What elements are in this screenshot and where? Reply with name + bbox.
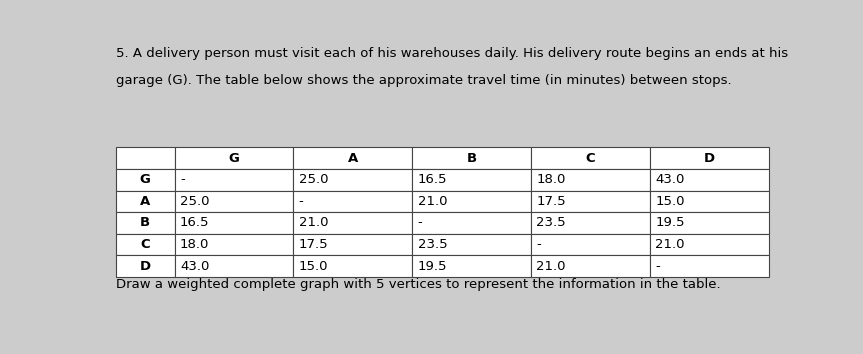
Bar — [531, 147, 650, 169]
Bar — [293, 169, 413, 190]
Text: Draw a weighted complete graph with 5 vertices to represent the information in t: Draw a weighted complete graph with 5 ve… — [116, 278, 721, 291]
Bar — [116, 234, 174, 255]
Bar — [293, 190, 413, 212]
Text: 43.0: 43.0 — [180, 259, 210, 273]
Text: 25.0: 25.0 — [180, 195, 210, 208]
Bar — [174, 212, 293, 234]
Text: 25.0: 25.0 — [299, 173, 328, 186]
Bar — [531, 255, 650, 277]
Text: 23.5: 23.5 — [537, 216, 566, 229]
Text: 17.5: 17.5 — [299, 238, 329, 251]
Text: 19.5: 19.5 — [655, 216, 684, 229]
Bar — [116, 147, 174, 169]
Text: 15.0: 15.0 — [655, 195, 684, 208]
Text: B: B — [140, 216, 150, 229]
Bar — [413, 190, 531, 212]
Bar — [174, 147, 293, 169]
Bar — [293, 234, 413, 255]
Text: 18.0: 18.0 — [180, 238, 210, 251]
Text: D: D — [703, 152, 715, 165]
Text: garage (G). The table below shows the approximate travel time (in minutes) betwe: garage (G). The table below shows the ap… — [116, 74, 732, 87]
Text: 5. A delivery person must visit each of his warehouses daily. His delivery route: 5. A delivery person must visit each of … — [116, 47, 788, 59]
Bar — [531, 234, 650, 255]
Text: -: - — [655, 259, 660, 273]
Text: B: B — [467, 152, 476, 165]
Bar — [650, 190, 769, 212]
Bar — [650, 212, 769, 234]
Bar — [116, 190, 174, 212]
Text: 16.5: 16.5 — [180, 216, 210, 229]
Text: A: A — [140, 195, 150, 208]
Text: A: A — [348, 152, 358, 165]
Text: 19.5: 19.5 — [418, 259, 447, 273]
Text: 17.5: 17.5 — [537, 195, 566, 208]
Bar — [531, 169, 650, 190]
Text: 43.0: 43.0 — [655, 173, 684, 186]
Text: 21.0: 21.0 — [299, 216, 328, 229]
Text: 23.5: 23.5 — [418, 238, 447, 251]
Text: 18.0: 18.0 — [537, 173, 566, 186]
Text: 21.0: 21.0 — [655, 238, 684, 251]
Text: C: C — [141, 238, 150, 251]
Bar — [293, 147, 413, 169]
Bar — [174, 255, 293, 277]
Text: -: - — [180, 173, 185, 186]
Text: -: - — [537, 238, 541, 251]
Text: 15.0: 15.0 — [299, 259, 328, 273]
Bar — [116, 212, 174, 234]
Text: C: C — [586, 152, 595, 165]
Bar — [413, 234, 531, 255]
Text: -: - — [299, 195, 304, 208]
Text: 21.0: 21.0 — [418, 195, 447, 208]
Bar — [174, 169, 293, 190]
Bar — [531, 212, 650, 234]
Bar — [116, 255, 174, 277]
Bar — [174, 234, 293, 255]
Text: 21.0: 21.0 — [537, 259, 566, 273]
Bar — [531, 190, 650, 212]
Bar — [650, 234, 769, 255]
Bar — [650, 147, 769, 169]
Bar — [174, 190, 293, 212]
Text: G: G — [140, 173, 151, 186]
Bar — [293, 212, 413, 234]
Text: G: G — [229, 152, 240, 165]
Bar — [116, 169, 174, 190]
Text: D: D — [140, 259, 151, 273]
Bar — [650, 255, 769, 277]
Bar — [650, 169, 769, 190]
Bar — [293, 255, 413, 277]
Bar — [413, 255, 531, 277]
Bar — [413, 212, 531, 234]
Bar — [413, 147, 531, 169]
Text: 16.5: 16.5 — [418, 173, 447, 186]
Text: -: - — [418, 216, 422, 229]
Bar — [413, 169, 531, 190]
